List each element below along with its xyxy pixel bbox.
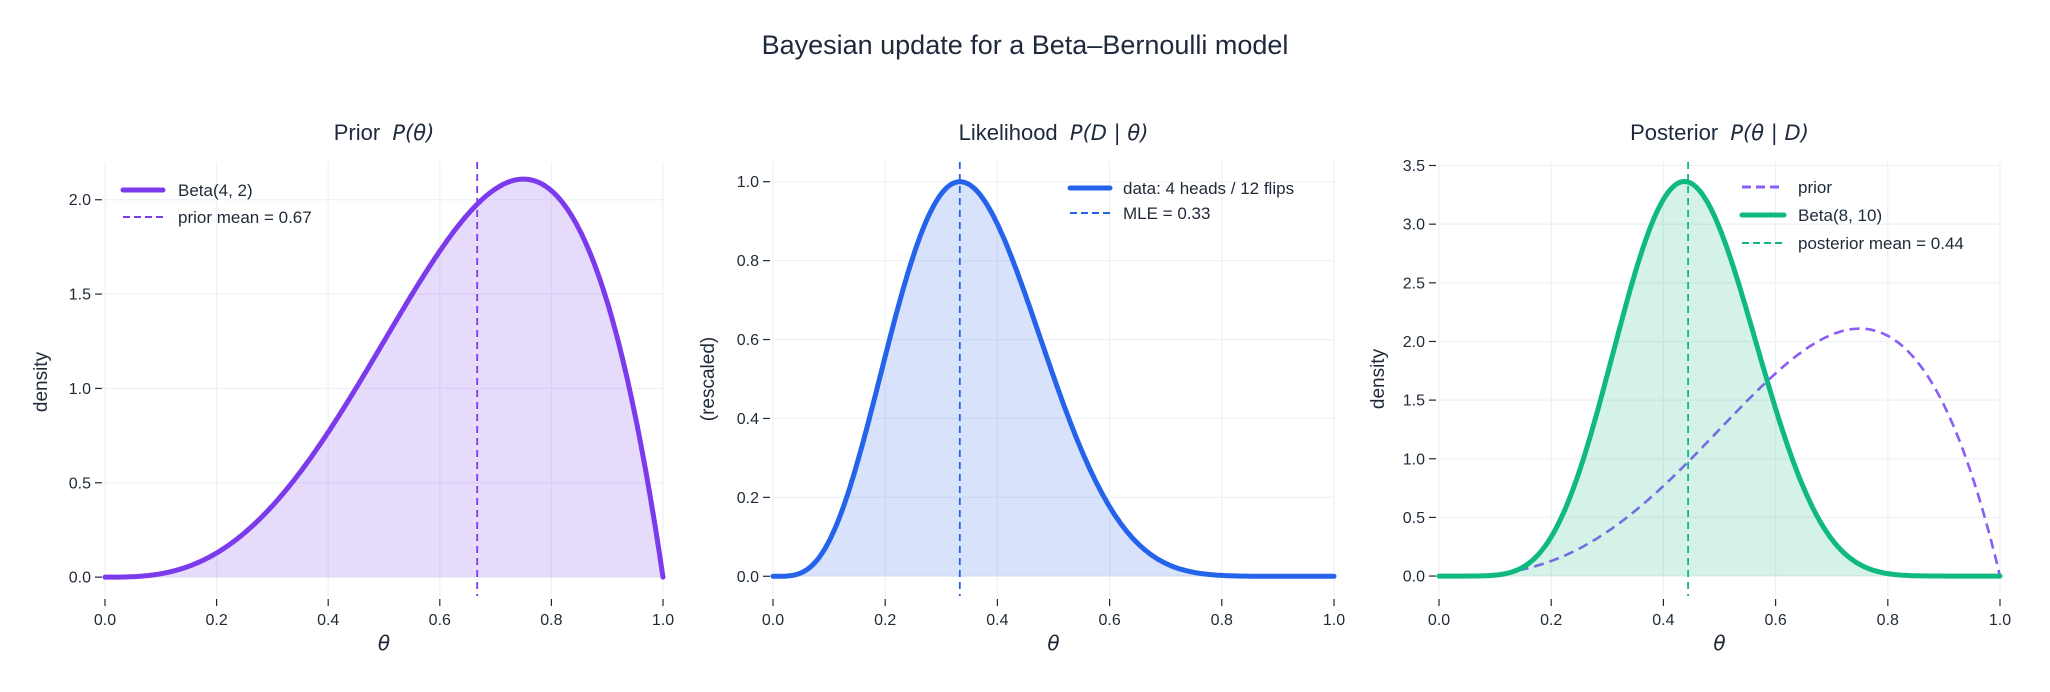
likelihood-panel: 0.0 0.2 0.4 0.6 0.8 1.0 0.0 0.2 0.4 0.6 0.8 1.0 θ (re… (698, 162, 1345, 655)
density-fill-area (105, 179, 663, 578)
x-tick-label: 0.8 (540, 612, 562, 629)
y-tick-label: 1.0 (1403, 451, 1425, 468)
x-tick-label: 0.6 (1098, 612, 1120, 629)
y-tick-label: 0.0 (1403, 569, 1425, 586)
y-tick-label: 0.2 (737, 490, 759, 507)
y-tick-label: 0.4 (737, 411, 759, 428)
y-tick-label: 1.0 (69, 381, 91, 398)
likelihood-title-math: P(D | θ) (1069, 121, 1149, 145)
x-tick-label: 1.0 (1989, 612, 2011, 629)
x-axis-label: θ (1047, 631, 1059, 655)
x-tick-label: 0.0 (1428, 612, 1450, 629)
legend-label: data: 4 heads / 12 flips (1123, 179, 1294, 198)
x-tick-label: 1.0 (1323, 612, 1345, 629)
y-tick-label: 3.0 (1403, 217, 1425, 234)
x-tick-label: 0.6 (429, 612, 451, 629)
legend: prior Beta(8, 10) posterior mean = 0.44 (1739, 178, 1964, 253)
x-tick-label: 0.8 (1877, 612, 1899, 629)
density-curve (770, 179, 1337, 579)
x-tick-label: 0.4 (1652, 612, 1674, 629)
y-tick-label: 0.5 (1403, 510, 1425, 527)
density-curve (102, 176, 666, 580)
x-tick-label: 0.4 (317, 612, 339, 629)
y-axis-label: (rescaled) (698, 337, 719, 421)
y-tick-label: 0.0 (69, 570, 91, 587)
prior-panel: 0.0 0.2 0.4 0.6 0.8 1.0 0.0 0.5 1.0 1.5 2.0 θ densit… (31, 162, 674, 655)
x-tick-label: 0.0 (94, 612, 116, 629)
prior-panel-title: Prior P(θ) (105, 120, 663, 146)
x-tick-label: 0.8 (1211, 612, 1233, 629)
posterior-title-text: Posterior (1630, 120, 1719, 145)
figure-title: Bayesian update for a Beta–Bernoulli mod… (761, 30, 1289, 60)
legend: Beta(4, 2) prior mean = 0.67 (120, 181, 312, 227)
density-curve (1436, 179, 2003, 579)
y-tick-label: 1.0 (737, 174, 759, 191)
y-axis-label: density (1368, 348, 1389, 409)
x-tick-label: 0.4 (986, 612, 1008, 629)
y-tick-label: 0.6 (737, 332, 759, 349)
prior-title-text: Prior (333, 120, 381, 145)
x-tick-label: 0.2 (874, 612, 896, 629)
legend-label: prior mean = 0.67 (178, 208, 312, 227)
posterior-panel-title: Posterior P(θ | D) (1439, 120, 2000, 146)
y-tick-label: 2.0 (1403, 334, 1425, 351)
prior-dashed-curve (1439, 327, 2002, 578)
x-tick-label: 0.2 (205, 612, 227, 629)
y-tick-label: 1.5 (69, 287, 91, 304)
y-axis-label: density (31, 351, 52, 412)
posterior-panel: 0.0 0.2 0.4 0.6 0.8 1.0 0.0 0.5 1.0 1.5 2.0 2.5 3.0 3… (1368, 158, 2011, 655)
y-tick-label: 1.5 (1403, 393, 1425, 410)
legend: data: 4 heads / 12 flips MLE = 0.33 (1067, 179, 1294, 223)
x-tick-label: 0.2 (1540, 612, 1562, 629)
x-axis-label: θ (378, 631, 390, 655)
x-tick-label: 1.0 (652, 612, 674, 629)
legend-label: Beta(8, 10) (1798, 206, 1882, 225)
prior-title-math: P(θ) (392, 121, 435, 145)
legend-label: prior (1798, 178, 1832, 197)
y-tick-label: 2.0 (69, 192, 91, 209)
y-tick-label: 0.0 (737, 569, 759, 586)
y-tick-label: 0.8 (737, 253, 759, 270)
legend-label: MLE = 0.33 (1123, 204, 1210, 223)
legend-label: Beta(4, 2) (178, 181, 253, 200)
x-axis-label: θ (1713, 631, 1725, 655)
posterior-title-math: P(θ | D) (1730, 121, 1809, 145)
y-tick-label: 3.5 (1403, 158, 1425, 175)
legend-label: posterior mean = 0.44 (1798, 234, 1964, 253)
y-tick-label: 2.5 (1403, 275, 1425, 292)
y-tick-label: 0.5 (69, 475, 91, 492)
likelihood-title-text: Likelihood (958, 120, 1058, 145)
x-tick-label: 0.6 (1764, 612, 1786, 629)
x-tick-label: 0.0 (762, 612, 784, 629)
likelihood-panel-title: Likelihood P(D | θ) (773, 120, 1334, 146)
